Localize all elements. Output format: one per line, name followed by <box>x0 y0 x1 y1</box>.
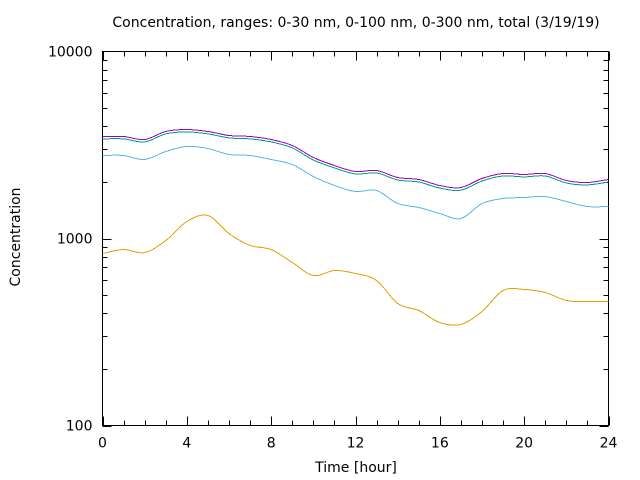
plot-area <box>102 51 609 426</box>
y-tick-label: 10000 <box>48 45 93 61</box>
y-axis-label: Concentration <box>8 187 24 286</box>
series-line-0-100-nm <box>102 145 609 220</box>
chart-title: Concentration, ranges: 0-30 nm, 0-100 nm… <box>112 15 599 31</box>
y-axis: 100 1000 10000 <box>48 45 609 435</box>
series-line-0-300-nm <box>102 131 609 191</box>
y-tick-label: 1000 <box>57 232 93 248</box>
x-tick-label: 12 <box>347 436 365 452</box>
x-axis-label: Time [hour] <box>314 460 397 476</box>
x-tick-label: 8 <box>267 436 276 452</box>
x-tick-label: 24 <box>600 436 618 452</box>
x-axis: 0 4 8 12 16 20 24 <box>98 51 618 452</box>
x-tick-label: 20 <box>515 436 533 452</box>
y-tick-label: 100 <box>66 419 93 435</box>
x-tick-label: 4 <box>182 436 191 452</box>
x-tick-label: 16 <box>431 436 449 452</box>
series-lines <box>102 128 609 326</box>
plot-frame <box>102 51 609 426</box>
x-tick-label: 0 <box>98 436 107 452</box>
series-line-total <box>102 128 609 189</box>
series-line-0-30-nm <box>102 214 609 326</box>
